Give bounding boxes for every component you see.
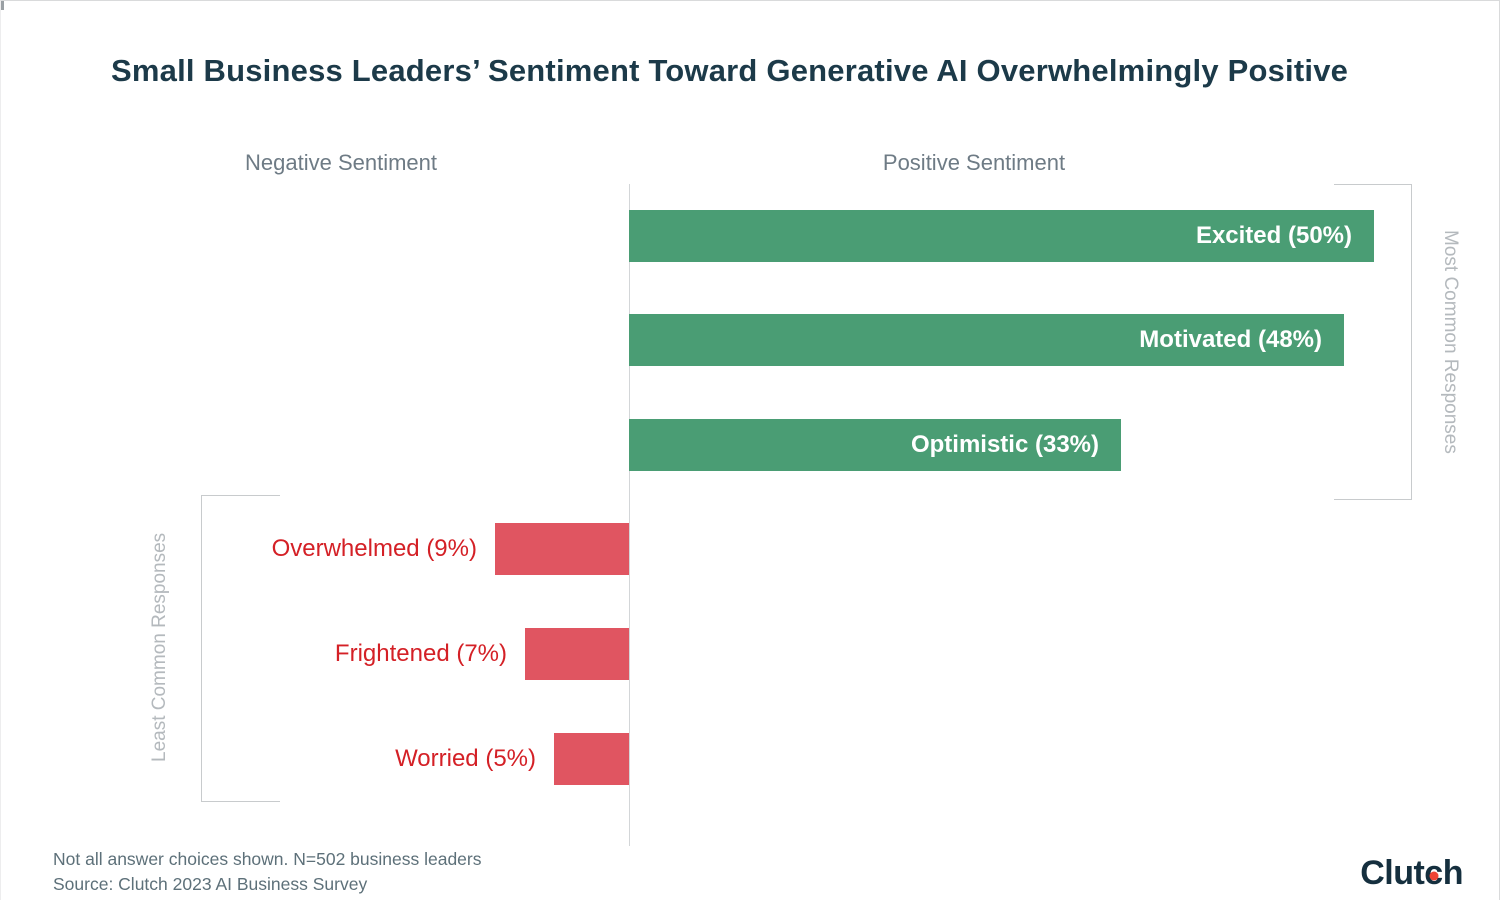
logo-red-dot-icon	[1429, 871, 1439, 881]
bar-frightened	[525, 628, 629, 680]
chart-title: Small Business Leaders’ Sentiment Toward…	[111, 53, 1349, 88]
positive-sentiment-header: Positive Sentiment	[882, 150, 1066, 175]
bar-row-optimistic: Optimistic (33%)	[629, 419, 1121, 471]
bar-worried	[554, 733, 629, 785]
bar-optimistic: Optimistic (33%)	[629, 419, 1121, 471]
most-common-label: Most Common Responses	[1440, 229, 1461, 454]
bar-label-excited: Excited (50%)	[1195, 222, 1352, 249]
bar-label-motivated: Motivated (48%)	[1139, 326, 1322, 353]
bar-row-frightened: Frightened (7%)	[1, 628, 629, 680]
bar-row-excited: Excited (50%)	[629, 210, 1374, 262]
bar-row-overwhelmed: Overwhelmed (9%)	[1, 523, 629, 575]
window-edge-notch	[1, 1, 4, 10]
bar-motivated: Motivated (48%)	[629, 314, 1344, 366]
bar-excited: Excited (50%)	[629, 210, 1374, 262]
bar-label-overwhelmed: Overwhelmed (9%)	[271, 535, 477, 562]
least-common-bracket	[201, 495, 280, 802]
footnote-line2: Source: Clutch 2023 AI Business Survey	[53, 874, 368, 894]
footnote-line1: Not all answer choices shown. N=502 busi…	[53, 849, 482, 869]
footnote: Not all answer choices shown. N=502 busi…	[53, 847, 482, 897]
center-axis-line	[629, 184, 630, 846]
bar-row-motivated: Motivated (48%)	[629, 314, 1344, 366]
logo-text-start: Clut	[1360, 854, 1425, 892]
bar-label-optimistic: Optimistic (33%)	[910, 431, 1099, 458]
logo-c-with-dot: c	[1424, 854, 1443, 893]
bar-label-worried: Worried (5%)	[395, 745, 536, 772]
logo-text-end: h	[1442, 854, 1464, 892]
most-common-bracket	[1334, 184, 1412, 500]
least-common-label: Least Common Responses	[149, 532, 170, 763]
bar-row-worried: Worried (5%)	[1, 733, 629, 785]
bar-overwhelmed	[495, 523, 629, 575]
negative-sentiment-header: Negative Sentiment	[245, 150, 437, 175]
clutch-logo: Clutch	[1360, 854, 1463, 893]
bar-label-frightened: Frightened (7%)	[334, 640, 507, 667]
